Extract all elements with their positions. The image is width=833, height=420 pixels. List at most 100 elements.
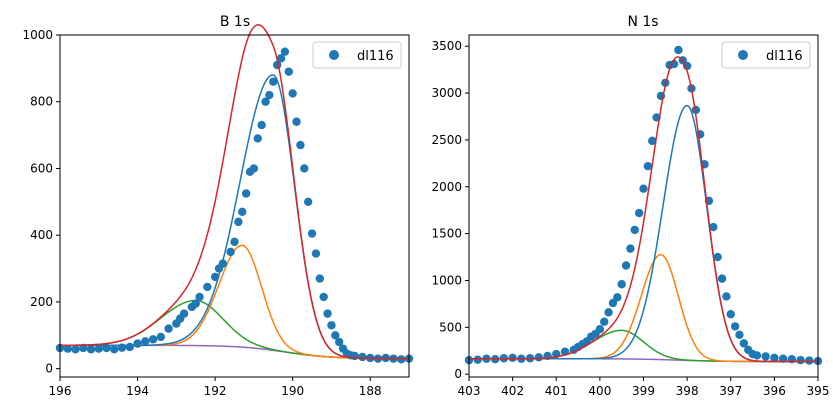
b1s-legend: dl116	[312, 41, 402, 69]
b1s-y-tick-label: 0	[45, 362, 53, 376]
b1s-data-point	[110, 345, 119, 354]
n1s-envelope-curve	[469, 56, 819, 363]
b1s-data-point	[141, 337, 150, 346]
b1s-y-tick-label: 200	[30, 295, 53, 309]
n1s-legend: dl116	[721, 41, 811, 69]
n1s-y-tick-label: 1500	[431, 227, 462, 241]
n1s-data-point	[730, 322, 740, 331]
b1s-legend-box	[312, 41, 402, 69]
b1s-legend-marker	[329, 50, 339, 60]
n1s-data-point	[617, 280, 626, 289]
b1s-data-point	[288, 89, 297, 98]
b1s-data-point	[303, 197, 313, 207]
n1s-data-point	[595, 325, 605, 334]
n1s-data-point	[696, 130, 705, 139]
b1s-legend-label: dl116	[357, 49, 394, 64]
b1s-data-point	[86, 345, 96, 354]
n1s-legend-marker	[738, 50, 748, 60]
b1s-data-point	[203, 282, 212, 292]
b1s-x-tick-label: 192	[204, 384, 227, 398]
n1s-x-ticks: 403 402 401 400 399 398 397 396 395	[458, 377, 830, 398]
b1s-data-point	[117, 343, 127, 352]
b1s-y-ticks: 0 200 400 600 800 1000	[22, 28, 60, 376]
b1s-data-point	[125, 342, 134, 352]
n1s-x-tick-label: 396	[763, 384, 786, 398]
n1s-x-tick-label: 403	[458, 384, 481, 398]
n1s-y-tick-label: 3500	[431, 39, 462, 53]
n1s-x-tick-label: 400	[588, 384, 611, 398]
n1s-x-tick-label: 401	[545, 384, 568, 398]
b1s-data-point	[234, 217, 243, 227]
n1s-data-point	[534, 353, 543, 362]
n1s-data-point	[473, 355, 482, 364]
n1s-y-tick-label: 0	[454, 367, 462, 381]
b1s-x-tick-label: 196	[49, 384, 72, 398]
b1s-x-tick-label: 194	[126, 384, 149, 398]
n1s-x-tick-label: 399	[632, 384, 655, 398]
b1s-data-point	[102, 343, 111, 353]
b1s-data-point	[164, 324, 173, 333]
n1s-data-point	[735, 330, 744, 340]
n1s-legend-box	[721, 41, 811, 69]
b1s-y-tick-label: 600	[30, 161, 53, 175]
b1s-data-point	[311, 249, 321, 258]
n1s-data-point	[613, 293, 622, 302]
b1s-data-point	[300, 164, 309, 173]
n1s-data-point	[761, 352, 770, 361]
b1s-data-point	[335, 337, 344, 347]
n1s-y-tick-label: 1000	[431, 273, 462, 287]
n1s-data-point	[648, 136, 657, 146]
n1s-x-tick-label: 398	[676, 384, 699, 398]
n1s-title: N 1s	[627, 14, 658, 30]
n1s-data-point	[621, 261, 631, 270]
b1s-panel: B 1s 196 194 192 190 188 0 200 400 600 800 1000 d…	[22, 14, 414, 398]
b1s-data-point	[331, 331, 340, 340]
b1s-data-point	[94, 344, 103, 353]
n1s-data-point	[709, 222, 718, 232]
b1s-data-point	[191, 299, 200, 308]
n1s-data-point	[626, 244, 635, 253]
b1s-data-point	[218, 259, 228, 268]
n1s-data-point	[543, 351, 552, 361]
b1s-y-tick-label: 800	[30, 95, 53, 109]
b1s-data-point	[79, 343, 88, 353]
b1s-data-point	[307, 229, 317, 238]
n1s-data-point	[674, 45, 683, 55]
b1s-data-point	[249, 164, 259, 173]
b1s-data-point	[315, 274, 325, 283]
n1s-data-point	[634, 208, 644, 218]
n1s-y-tick-label: 2000	[431, 180, 462, 194]
n1s-data-point	[600, 317, 609, 326]
b1s-data-point	[71, 345, 80, 354]
n1s-x-tick-label: 402	[501, 384, 524, 398]
n1s-data-point	[639, 184, 648, 193]
n1s-data-point	[805, 356, 814, 365]
b1s-data-point	[350, 351, 359, 361]
n1s-legend-label: dl116	[766, 49, 803, 64]
n1s-data-point	[508, 353, 517, 362]
b1s-data-point	[358, 352, 367, 362]
n1s-data-point	[630, 225, 639, 235]
n1s-x-tick-label: 395	[807, 384, 830, 398]
n1s-panel: N 1s 403 402 401 400 399 398 397 396 395 0 500 100…	[431, 14, 829, 398]
n1s-data-point	[722, 292, 731, 301]
n1s-data-point	[713, 252, 722, 262]
n1s-y-ticks: 0 500 1000 1500 2000 2500 3000 3500	[431, 39, 469, 381]
n1s-x-tick-label: 397	[719, 384, 742, 398]
b1s-data-point	[241, 189, 251, 198]
b1s-data-point	[292, 117, 301, 126]
b1s-x-ticks: 196 194 192 190 188	[49, 377, 382, 398]
b1s-title: B 1s	[220, 14, 250, 30]
b1s-data-point	[323, 309, 332, 318]
n1s-data-point	[604, 308, 613, 317]
b1s-data-point	[133, 339, 142, 348]
n1s-data-point	[726, 310, 735, 319]
b1s-y-tick-label: 400	[30, 228, 53, 242]
b1s-y-tick-label: 1000	[22, 28, 53, 42]
b1s-data-point	[238, 207, 247, 217]
b1s-data-point	[148, 335, 158, 344]
b1s-data-point	[179, 309, 189, 318]
b1s-envelope-curve	[60, 24, 409, 360]
b1s-data-point	[280, 47, 290, 56]
